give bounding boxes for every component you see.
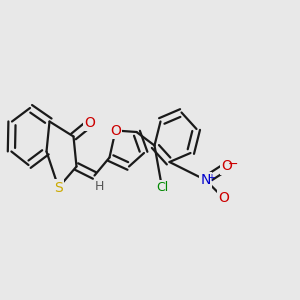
Text: N: N (200, 173, 211, 187)
Text: Cl: Cl (156, 181, 168, 194)
Text: −: − (227, 158, 238, 171)
Text: +: + (208, 172, 215, 183)
Text: S: S (54, 181, 63, 194)
Text: O: O (218, 191, 229, 205)
Text: O: O (85, 116, 95, 130)
Text: O: O (221, 160, 232, 173)
Text: O: O (110, 124, 121, 137)
Text: H: H (94, 180, 104, 193)
